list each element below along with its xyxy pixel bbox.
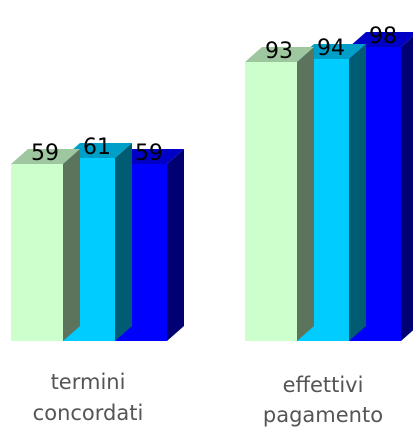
category-labels-layer: termini concordati effettivi pagamento	[33, 370, 383, 427]
value-label-0-1: 61	[83, 135, 111, 160]
bar-top-1-2	[349, 32, 413, 47]
bar-side-0-1	[115, 143, 132, 341]
bar-top-0-0	[11, 149, 80, 164]
bar-top-1-0	[245, 47, 314, 62]
bar-top-0-1	[63, 143, 132, 158]
category-label-0-1: concordati	[33, 401, 144, 425]
bar-top-0-2	[115, 149, 184, 164]
value-label-0-2: 59	[135, 141, 163, 166]
category-label-1-1: pagamento	[263, 403, 383, 427]
bar-1-0	[245, 62, 297, 341]
bars-layer	[11, 32, 413, 341]
bar-top-1-1	[297, 44, 366, 59]
bar-side-1-0	[297, 47, 314, 341]
value-label-1-1: 94	[317, 36, 345, 61]
bar-side-0-0	[63, 149, 80, 341]
bar-0-0	[11, 164, 63, 341]
value-label-1-0: 93	[265, 39, 293, 64]
bar-side-1-1	[349, 44, 366, 341]
bar-side-0-2	[167, 149, 184, 341]
value-label-1-2: 98	[369, 24, 397, 49]
category-label-1-0: effettivi	[283, 373, 364, 397]
category-label-0-0: termini	[51, 370, 126, 394]
value-label-0-0: 59	[31, 141, 59, 166]
value-labels-layer: 59 61 59 98 94 93	[31, 24, 397, 166]
bar-side-1-2	[401, 36, 413, 341]
